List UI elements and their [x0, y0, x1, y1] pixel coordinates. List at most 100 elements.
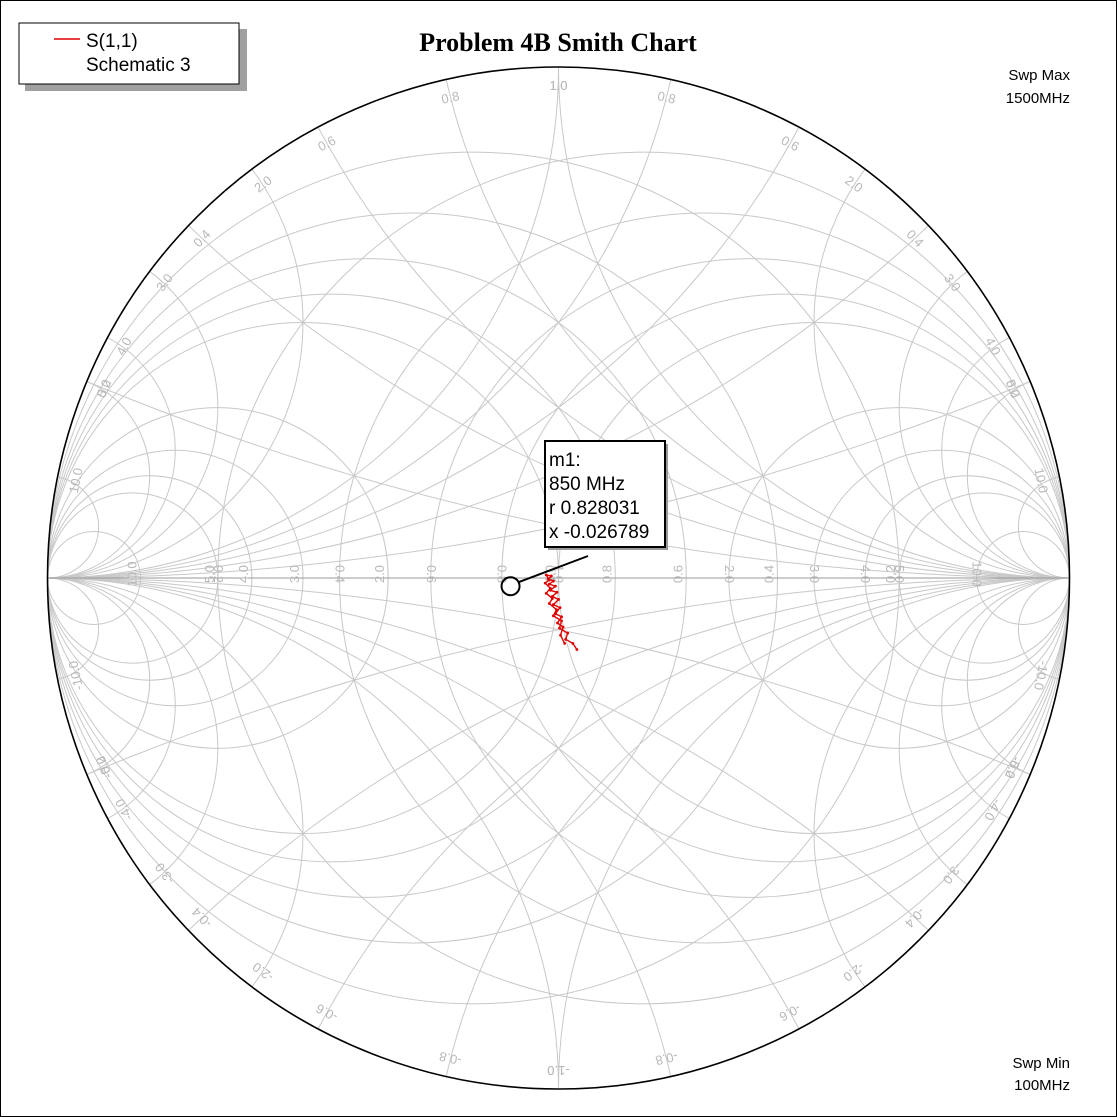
reactance-label: 4.0 — [113, 335, 135, 358]
trace-point — [550, 597, 554, 600]
unit-circle — [46, 66, 1071, 1090]
reactance-label: -10.0 — [65, 660, 86, 692]
susceptance-arc — [47, 577, 219, 920]
susceptance-arc — [47, 577, 1070, 1089]
resistance-label: 0.2 — [211, 565, 226, 583]
reactance-arc — [217, 577, 1070, 1089]
reactance-arc — [430, 577, 1070, 1089]
trace-point — [556, 621, 559, 625]
marker-box[interactable] — [544, 440, 666, 548]
susceptance-arc — [47, 373, 151, 579]
reactance-label: 5.0 — [93, 377, 114, 399]
trace-point — [557, 598, 560, 601]
reactance-arc — [558, 577, 1070, 1089]
trace-point — [555, 608, 558, 612]
reactance-arc — [898, 236, 1070, 579]
reactance-label: -0.6 — [777, 1001, 804, 1025]
trace-point — [550, 594, 554, 598]
reactance-label: 3.0 — [941, 271, 964, 294]
reactance-label: 2.0 — [251, 173, 274, 196]
marker-name: m1: — [549, 450, 581, 471]
chart-title: Problem 4B Smith Chart — [419, 28, 697, 57]
conductance-label: 3.0 — [287, 565, 302, 583]
trace-point — [560, 619, 563, 623]
reactance-arc — [47, 577, 1070, 1089]
reactance-label: 1.0 — [549, 78, 567, 93]
trace-point — [566, 631, 570, 635]
resistance-label: 4.0 — [858, 565, 873, 583]
reactance-arc — [47, 577, 1070, 1089]
reactance-label: -2.0 — [841, 959, 868, 984]
reactance-label: -1.0 — [547, 1063, 569, 1078]
sweep-max-value: 1500MHz — [1006, 90, 1070, 107]
conductance-label: 0.4 — [762, 565, 777, 583]
trace-point — [575, 648, 579, 651]
reactance-arc — [1017, 577, 1070, 681]
marker-ring[interactable] — [500, 576, 521, 597]
trace-point — [555, 590, 559, 594]
reactance-arc — [430, 67, 1070, 579]
conductance-label: 0.6 — [670, 565, 685, 583]
sweep-max-label: Swp Max — [1008, 67, 1070, 84]
reactance-label: 1.0 — [549, 78, 567, 93]
legend-source-name: Schematic 3 — [86, 55, 191, 76]
trace-point — [571, 642, 575, 645]
legend-series-name: S(1,1) — [86, 31, 138, 52]
trace-point — [554, 584, 557, 588]
reactance-label: -10.0 — [1031, 660, 1052, 692]
trace-point — [547, 578, 551, 582]
susceptance-arc — [47, 577, 900, 1089]
reactance-label: -3.0 — [940, 860, 965, 887]
susceptance-arc — [47, 577, 304, 1089]
susceptance-arc — [47, 236, 219, 579]
reactance-label: 2.0 — [842, 173, 865, 196]
reactance-label: 0.6 — [779, 133, 802, 155]
susceptance-arc — [47, 67, 304, 579]
trace-s11 — [543, 573, 579, 651]
reactance-label: 0.8 — [440, 88, 461, 107]
resistance-label: 10.0 — [970, 561, 985, 586]
trace-point — [558, 606, 562, 610]
trace-point — [561, 625, 565, 629]
trace-point — [551, 614, 555, 618]
trace-point — [548, 586, 552, 590]
reactance-label: 4.0 — [982, 335, 1004, 358]
trace-point — [551, 603, 555, 606]
trace-point — [547, 582, 551, 586]
marker-frequency: 850 MHz — [549, 474, 625, 495]
reactance-label: 0.2 — [1003, 377, 1024, 399]
conductance-label: 0.2 — [883, 565, 898, 583]
trace-point — [549, 574, 553, 578]
marker-leader-line — [518, 555, 589, 584]
susceptance-arc — [47, 577, 151, 783]
trace-point — [544, 573, 548, 577]
trace-point — [563, 642, 567, 645]
legend[interactable]: S(1,1) Schematic 3 — [18, 22, 247, 91]
reactance-label: -2.0 — [250, 959, 277, 984]
trace-point — [560, 615, 563, 619]
trace-point — [564, 637, 568, 641]
trace-point — [548, 588, 552, 592]
resistance-label: 0.6 — [424, 565, 439, 583]
resistance-label: 1.0 — [552, 565, 567, 583]
susceptance-arc — [47, 577, 687, 1089]
susceptance-arc — [47, 577, 1070, 1089]
conductance-label: 2.0 — [372, 565, 387, 583]
marker-m1[interactable]: m1: 850 MHz r 0.828031 x -0.026789 — [500, 440, 668, 597]
reactance-label: -4.0 — [112, 796, 136, 823]
legend-box — [18, 22, 240, 85]
resistance-label: 2.0 — [722, 565, 737, 583]
marker-resistance: r 0.828031 — [549, 498, 640, 519]
reactance-label: 5.0 — [1003, 377, 1024, 399]
reactance-arc — [941, 322, 1070, 579]
reactance-label: -0.6 — [313, 1001, 340, 1025]
susceptance-arc — [47, 475, 100, 579]
reactance-arc — [941, 577, 1070, 834]
conductance-label: 4.0 — [236, 565, 251, 583]
reactance-label: -0.8 — [654, 1049, 679, 1069]
susceptance-arc — [47, 322, 176, 579]
susceptance-arc — [47, 577, 176, 834]
reactance-label: -1.0 — [547, 1063, 569, 1078]
reactance-label: 0.6 — [315, 133, 338, 155]
